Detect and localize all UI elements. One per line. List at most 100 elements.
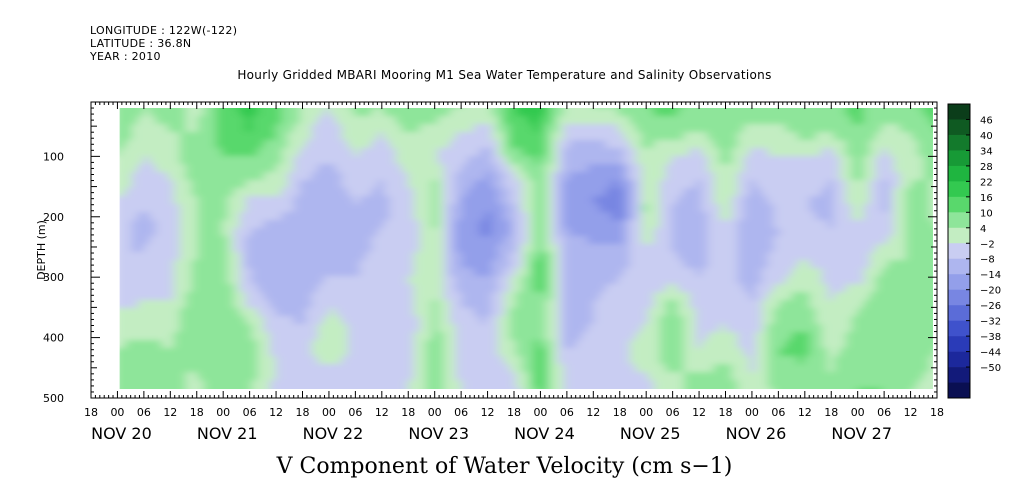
heatmap-cell — [149, 372, 157, 381]
heatmap-cell — [263, 220, 271, 229]
heatmap-cell — [635, 228, 643, 237]
heatmap-cell — [431, 348, 439, 357]
heatmap-cell — [635, 244, 643, 253]
heatmap-cell — [449, 348, 457, 357]
heatmap-cell — [875, 228, 883, 237]
heatmap-cell — [419, 212, 427, 221]
heatmap-cell — [191, 124, 199, 133]
heatmap-cell — [875, 348, 883, 357]
heatmap-cell — [425, 340, 433, 349]
heatmap-cell — [815, 260, 823, 269]
heatmap-cell — [785, 116, 793, 125]
heatmap-cell — [839, 236, 847, 245]
heatmap-cell — [413, 180, 421, 189]
heatmap-cell — [791, 236, 799, 245]
heatmap-cell — [629, 148, 637, 157]
heatmap-cell — [875, 372, 883, 381]
heatmap-cell — [857, 284, 865, 293]
heatmap-cell — [491, 140, 499, 149]
heatmap-cell — [821, 308, 829, 317]
heatmap-cell — [233, 116, 241, 125]
heatmap-cell — [875, 132, 883, 141]
heatmap-cell — [581, 228, 589, 237]
heatmap-cell — [191, 348, 199, 357]
heatmap-cell — [443, 148, 451, 157]
heatmap-cell — [347, 348, 355, 357]
heatmap-cell — [335, 116, 343, 125]
heatmap-cell — [731, 268, 739, 277]
heatmap-cell — [119, 196, 127, 205]
heatmap-cell — [263, 380, 271, 389]
heatmap-cell — [515, 372, 523, 381]
heatmap-cell — [143, 140, 151, 149]
heatmap-cell — [299, 292, 307, 301]
heatmap-cell — [797, 308, 805, 317]
heatmap-cell — [215, 196, 223, 205]
heatmap-cell — [437, 284, 445, 293]
heatmap-cell — [647, 364, 655, 373]
heatmap-cell — [647, 236, 655, 245]
heatmap-cell — [587, 332, 595, 341]
heatmap-cell — [767, 308, 775, 317]
heatmap-cell — [239, 180, 247, 189]
heatmap-cell — [203, 340, 211, 349]
heatmap-cell — [545, 124, 553, 133]
heatmap-cell — [425, 292, 433, 301]
heatmap-cell — [167, 348, 175, 357]
heatmap-cell — [653, 348, 661, 357]
heatmap-cell — [863, 196, 871, 205]
heatmap-cell — [665, 276, 673, 285]
heatmap-cell — [395, 372, 403, 381]
heatmap-cell — [635, 308, 643, 317]
heatmap-cell — [821, 228, 829, 237]
heatmap-cell — [641, 300, 649, 309]
heatmap-cell — [246, 396, 253, 405]
heatmap-cell — [353, 220, 361, 229]
heatmap-cell — [161, 156, 169, 165]
heatmap-cell — [851, 324, 859, 333]
heatmap-cell — [563, 308, 571, 317]
heatmap-cell — [557, 380, 565, 389]
heatmap-cell — [395, 300, 403, 309]
heatmap-cell — [605, 124, 613, 133]
heatmap-cell — [827, 188, 835, 197]
heatmap-cell — [755, 180, 763, 189]
heatmap-cell — [719, 124, 727, 133]
heatmap-cell — [168, 396, 175, 405]
heatmap-cell — [545, 308, 553, 317]
heatmap-cell — [881, 340, 889, 349]
heatmap-cell — [293, 244, 301, 253]
heatmap-cell — [707, 324, 715, 333]
heatmap-cell — [203, 188, 211, 197]
heatmap-cell — [737, 188, 745, 197]
heatmap-cell — [701, 196, 709, 205]
heatmap-cell — [155, 308, 163, 317]
heatmap-cell — [761, 276, 769, 285]
heatmap-cell — [839, 356, 847, 365]
heatmap-cell — [209, 276, 217, 285]
heatmap-cell — [665, 268, 673, 277]
heatmap-cell — [479, 276, 487, 285]
heatmap-cell — [689, 244, 697, 253]
heatmap-cell — [395, 244, 403, 253]
heatmap-cell — [533, 236, 541, 245]
heatmap-cell — [341, 276, 349, 285]
heatmap-cell — [869, 204, 877, 213]
heatmap-cell — [467, 316, 475, 325]
heatmap-cell — [743, 252, 751, 261]
heatmap-cell — [719, 380, 727, 389]
heatmap-cell — [533, 116, 541, 125]
heatmap-cell — [119, 116, 127, 125]
heatmap-cell — [203, 244, 211, 253]
heatmap-cell — [119, 324, 121, 333]
heatmap-cell — [299, 172, 307, 181]
heatmap-cell — [353, 364, 361, 373]
heatmap-cell — [329, 140, 337, 149]
heatmap-cell — [173, 316, 181, 325]
heatmap-cell — [539, 356, 547, 365]
heatmap-cell — [803, 236, 811, 245]
heatmap-cell — [239, 244, 247, 253]
heatmap-cell — [341, 260, 349, 269]
heatmap-cell — [239, 388, 247, 389]
heatmap-cell — [203, 108, 211, 109]
